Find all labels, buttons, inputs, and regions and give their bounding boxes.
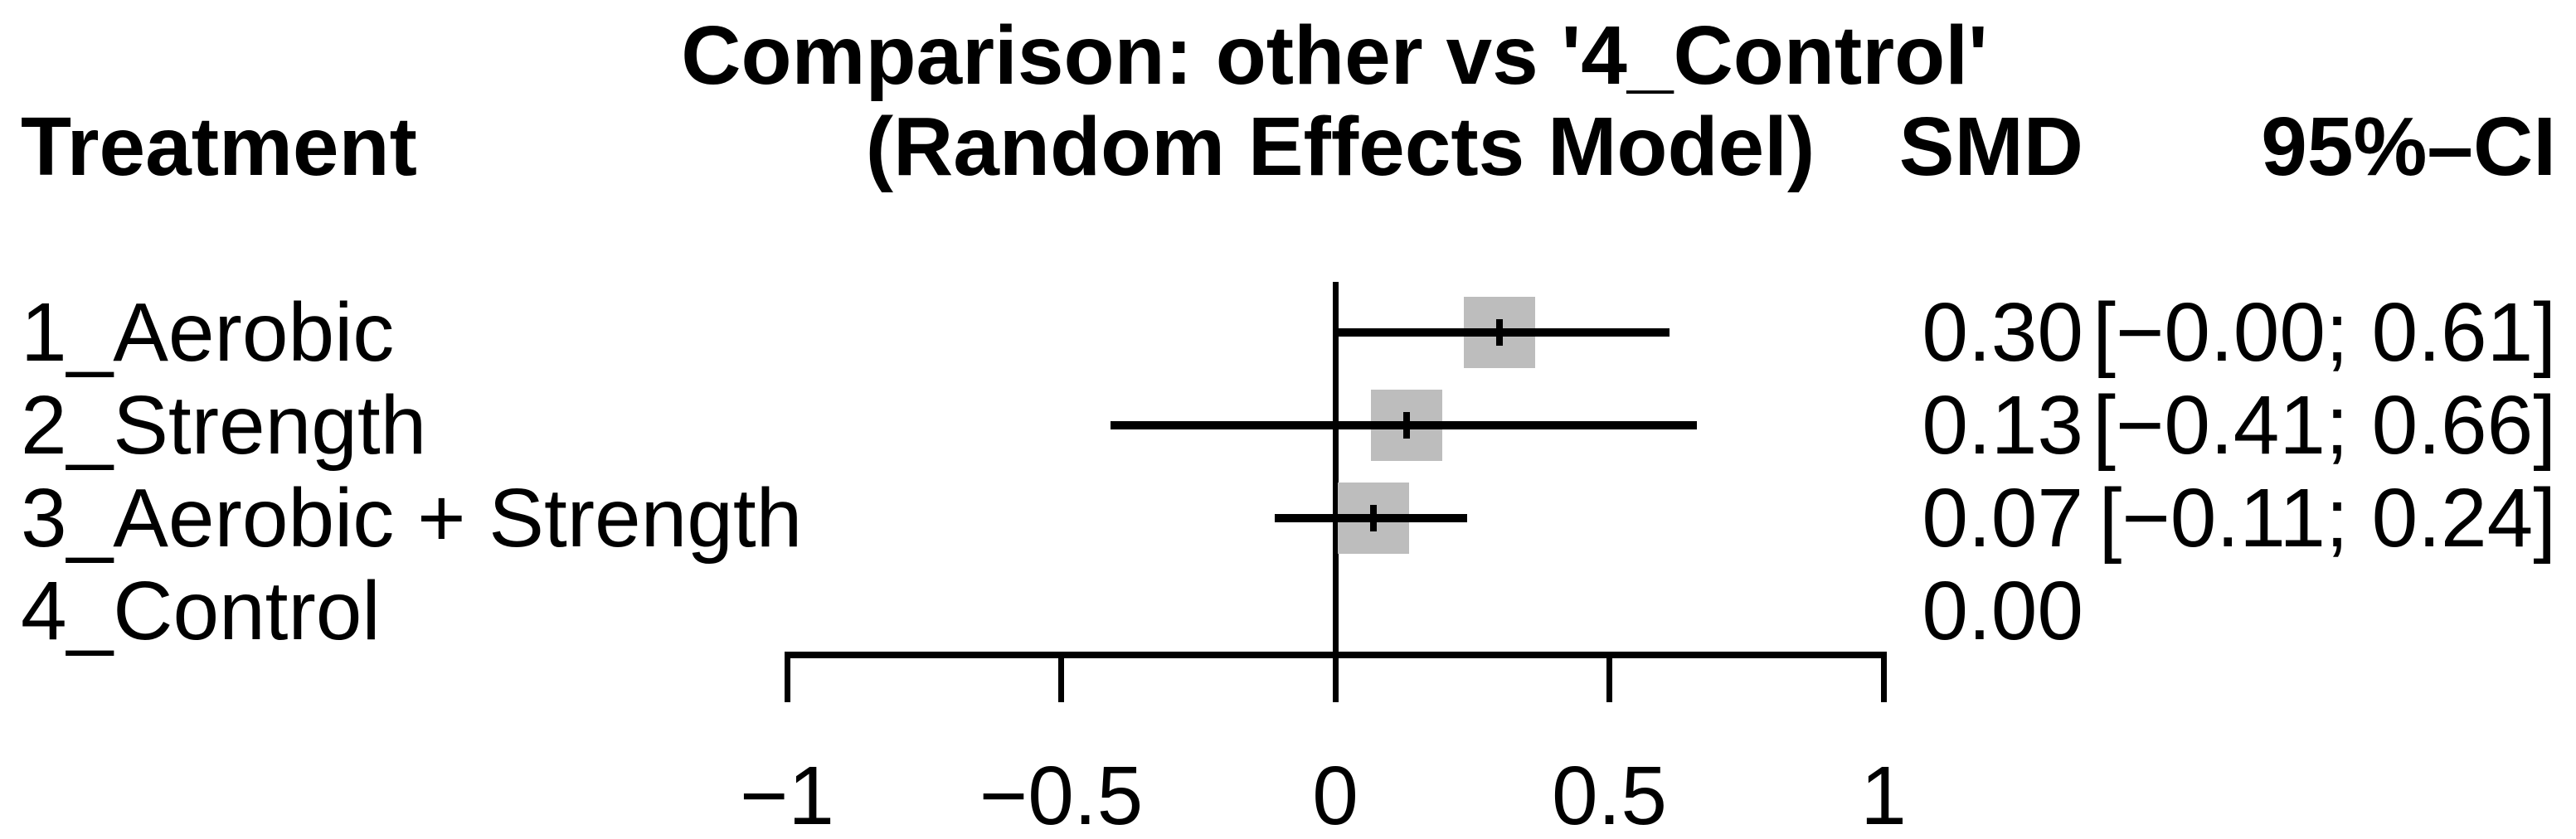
smd-value: 0.00 bbox=[1922, 565, 2083, 657]
x-axis-tick-label: −0.5 bbox=[979, 749, 1144, 839]
chart-subtitle: (Random Effects Model) bbox=[865, 100, 1815, 193]
ci-value: [−0.00; 0.61] bbox=[2092, 286, 2556, 379]
chart-title: Comparison: other vs '4_Control' bbox=[681, 9, 1988, 102]
x-axis-tick bbox=[1606, 652, 1612, 702]
column-header-ci: 95%–CI bbox=[2261, 100, 2556, 193]
treatment-label: 4_Control bbox=[21, 565, 381, 657]
x-axis-tick-label: 0 bbox=[1312, 749, 1358, 839]
point-estimate-marker bbox=[1496, 319, 1504, 346]
smd-value: 0.30 bbox=[1922, 286, 2083, 379]
column-header-smd: SMD bbox=[1898, 100, 2083, 193]
column-header-treatment: Treatment bbox=[21, 100, 417, 193]
x-axis-tick-label: 1 bbox=[1860, 749, 1907, 839]
smd-value: 0.13 bbox=[1922, 379, 2083, 472]
x-axis-tick bbox=[1880, 652, 1887, 702]
treatment-label: 3_Aerobic + Strength bbox=[21, 472, 803, 565]
x-axis-tick bbox=[1332, 652, 1339, 702]
smd-value: 0.07 bbox=[1922, 472, 2083, 565]
point-estimate-marker bbox=[1402, 412, 1410, 439]
zero-reference-line bbox=[1332, 282, 1339, 702]
x-axis-tick bbox=[1058, 652, 1064, 702]
point-estimate-marker bbox=[1370, 505, 1378, 531]
treatment-label: 2_Strength bbox=[21, 379, 427, 472]
treatment-label: 1_Aerobic bbox=[21, 286, 395, 379]
x-axis-tick bbox=[784, 652, 790, 702]
ci-value: [−0.41; 0.66] bbox=[2092, 379, 2556, 472]
x-axis-tick-label: −1 bbox=[739, 749, 835, 839]
x-axis-tick-label: 0.5 bbox=[1551, 749, 1668, 839]
ci-value: [−0.11; 0.24] bbox=[2098, 472, 2556, 565]
